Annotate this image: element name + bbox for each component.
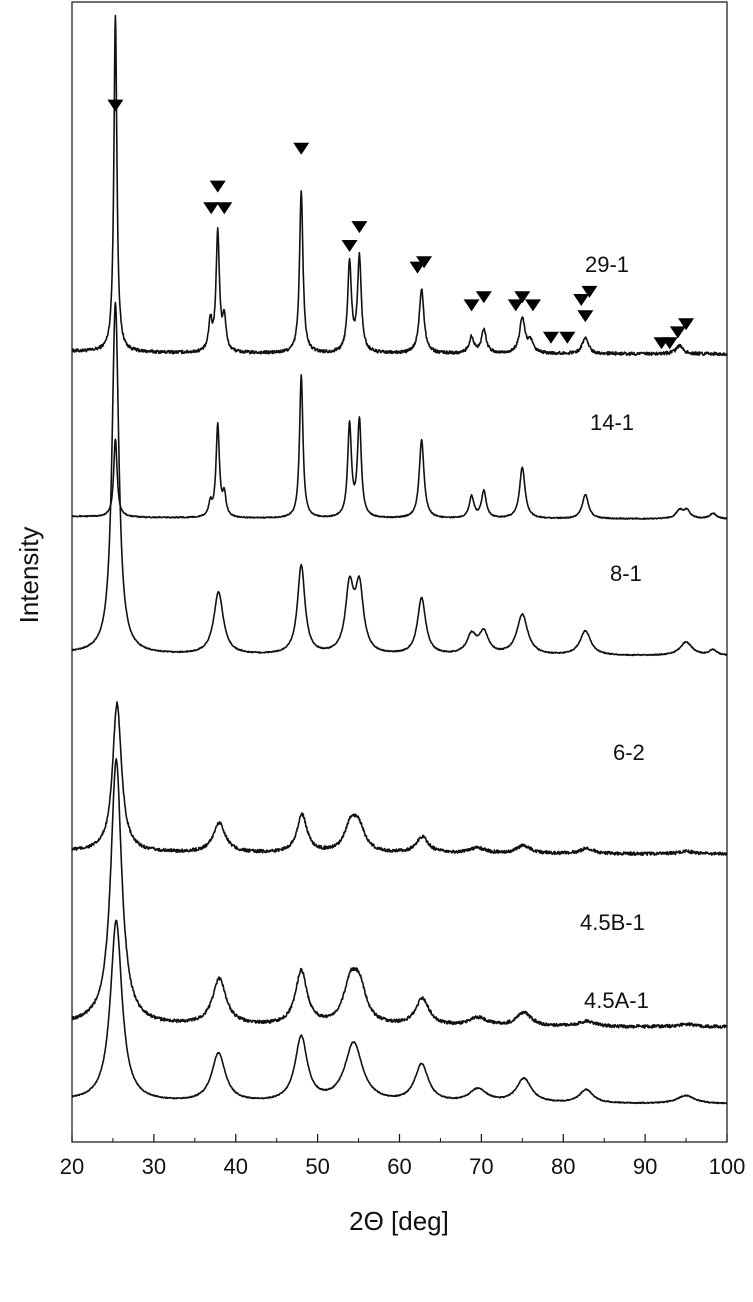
x-tick-label: 40 [224, 1154, 248, 1179]
peak-marker-triangle [581, 285, 598, 298]
series-label: 4.5B-1 [580, 910, 645, 935]
x-tick-label: 60 [387, 1154, 411, 1179]
x-tick-label: 30 [142, 1154, 166, 1179]
peak-marker-triangle [678, 318, 695, 331]
peak-marker-triangle [559, 331, 576, 344]
series-label: 8-1 [610, 561, 642, 586]
series-label-group: 29-1 14-1 8-1 6-2 4.5B-1 4.5A-1 [580, 252, 649, 1013]
x-tick-label: 80 [551, 1154, 575, 1179]
peak-marker-triangle [524, 299, 541, 312]
peak-marker-group [107, 99, 695, 350]
y-axis-title: Intensity [14, 527, 44, 624]
peak-marker-triangle [577, 310, 594, 323]
peak-marker-triangle [661, 337, 678, 350]
series-line-14-1 [71, 374, 728, 520]
series-line-6-2 [71, 701, 728, 857]
x-tick-label: 90 [633, 1154, 657, 1179]
peak-marker-triangle [475, 291, 492, 304]
peak-marker-triangle [542, 331, 559, 344]
x-axis-title: 2Θ [deg] [349, 1206, 449, 1236]
peak-marker-triangle [107, 99, 124, 112]
peak-marker-triangle [293, 142, 310, 155]
series-label: 29-1 [585, 252, 629, 277]
series-line-29-1 [71, 14, 728, 357]
peak-marker-triangle [573, 294, 590, 306]
series-label: 6-2 [613, 740, 645, 765]
x-axis: 20 30 40 50 60 70 80 90 100 [60, 1134, 746, 1179]
series-line-4_5A-1 [71, 919, 728, 1105]
peak-marker-triangle [209, 180, 226, 193]
series-group [71, 14, 728, 1105]
series-line-8-1 [71, 301, 728, 657]
series-line-4_5B-1 [71, 758, 728, 1029]
peak-marker-triangle [351, 221, 368, 234]
series-label: 14-1 [590, 410, 634, 435]
peak-marker-triangle [409, 261, 426, 274]
peak-marker-triangle [341, 240, 358, 252]
series-label: 4.5A-1 [584, 988, 649, 1013]
x-tick-label: 50 [305, 1154, 329, 1179]
x-tick-label: 100 [709, 1154, 746, 1179]
x-tick-label: 70 [469, 1154, 493, 1179]
x-tick-label: 20 [60, 1154, 84, 1179]
peak-marker-triangle [216, 202, 233, 215]
peak-marker-triangle [514, 291, 531, 304]
peak-marker-triangle [463, 299, 480, 312]
peak-marker-triangle [669, 326, 686, 339]
peak-marker-triangle [507, 299, 524, 312]
peak-marker-triangle [203, 202, 220, 215]
peak-marker-triangle [416, 256, 433, 269]
